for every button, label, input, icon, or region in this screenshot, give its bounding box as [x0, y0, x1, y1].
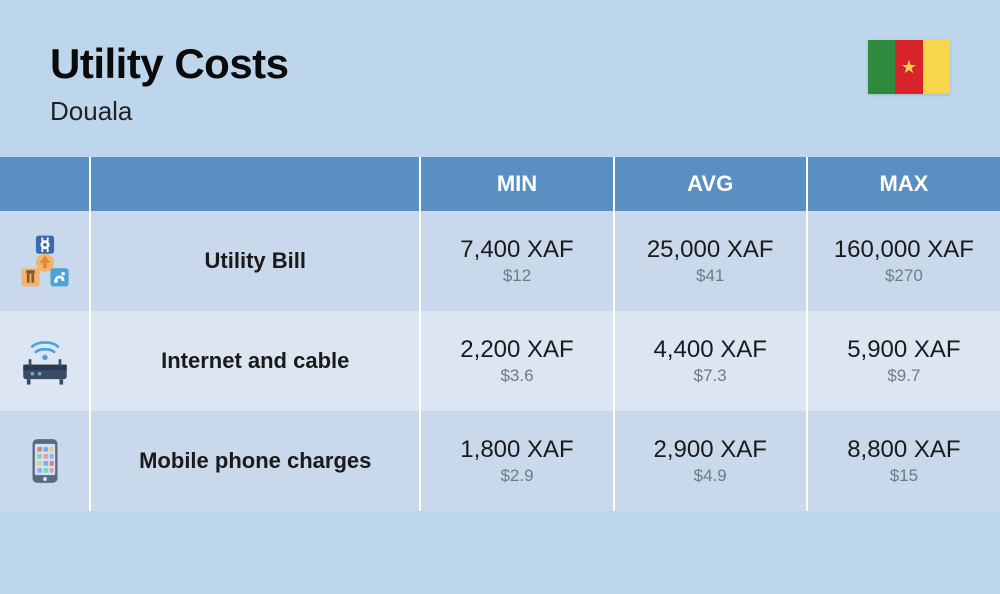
flag-stripe-green	[868, 40, 895, 94]
page-title: Utility Costs	[50, 40, 289, 88]
cell-icon	[0, 211, 90, 311]
cell-min: 7,400 XAF $12	[420, 211, 613, 311]
primary-value: 8,800 XAF	[818, 436, 990, 464]
flag-stripe-yellow	[923, 40, 950, 94]
cell-icon	[0, 311, 90, 411]
table-header-row: MIN AVG MAX	[0, 157, 1000, 211]
cell-max: 8,800 XAF $15	[807, 411, 1000, 511]
col-icon	[0, 157, 90, 211]
cell-min: 2,200 XAF $3.6	[420, 311, 613, 411]
primary-value: 2,200 XAF	[431, 336, 602, 364]
utility-costs-table: MIN AVG MAX Utility Bill7,400 XAF $1225,…	[0, 157, 1000, 511]
secondary-value: $41	[625, 266, 796, 286]
header-text: Utility Costs Douala	[50, 40, 289, 127]
secondary-value: $3.6	[431, 366, 602, 386]
col-max: MAX	[807, 157, 1000, 211]
header: Utility Costs Douala ★	[0, 0, 1000, 157]
secondary-value: $270	[818, 266, 990, 286]
primary-value: 25,000 XAF	[625, 236, 796, 264]
cell-icon	[0, 411, 90, 511]
utility-icon	[15, 231, 75, 291]
page: Utility Costs Douala ★ MIN AVG MAX	[0, 0, 1000, 594]
secondary-value: $15	[818, 466, 990, 486]
col-label	[90, 157, 420, 211]
secondary-value: $4.9	[625, 466, 796, 486]
flag-star-icon: ★	[901, 58, 917, 76]
cell-avg: 25,000 XAF $41	[614, 211, 807, 311]
table-body: Utility Bill7,400 XAF $1225,000 XAF $411…	[0, 211, 1000, 511]
primary-value: 1,800 XAF	[431, 436, 602, 464]
phone-icon	[15, 431, 75, 491]
cell-max: 160,000 XAF $270	[807, 211, 1000, 311]
col-avg: AVG	[614, 157, 807, 211]
cell-label: Mobile phone charges	[90, 411, 420, 511]
cameroon-flag-icon: ★	[868, 40, 950, 94]
cell-avg: 2,900 XAF $4.9	[614, 411, 807, 511]
col-min: MIN	[420, 157, 613, 211]
page-subtitle: Douala	[50, 96, 289, 127]
primary-value: 5,900 XAF	[818, 336, 990, 364]
primary-value: 7,400 XAF	[431, 236, 602, 264]
cell-avg: 4,400 XAF $7.3	[614, 311, 807, 411]
secondary-value: $7.3	[625, 366, 796, 386]
cell-label: Internet and cable	[90, 311, 420, 411]
cell-max: 5,900 XAF $9.7	[807, 311, 1000, 411]
row-label: Mobile phone charges	[139, 448, 371, 473]
table-row: Mobile phone charges1,800 XAF $2.92,900 …	[0, 411, 1000, 511]
secondary-value: $12	[431, 266, 602, 286]
secondary-value: $2.9	[431, 466, 602, 486]
table-row: Internet and cable2,200 XAF $3.64,400 XA…	[0, 311, 1000, 411]
primary-value: 160,000 XAF	[818, 236, 990, 264]
cell-min: 1,800 XAF $2.9	[420, 411, 613, 511]
row-label: Utility Bill	[205, 248, 306, 273]
cell-label: Utility Bill	[90, 211, 420, 311]
row-label: Internet and cable	[161, 348, 349, 373]
primary-value: 4,400 XAF	[625, 336, 796, 364]
router-icon	[15, 331, 75, 391]
primary-value: 2,900 XAF	[625, 436, 796, 464]
secondary-value: $9.7	[818, 366, 990, 386]
table-row: Utility Bill7,400 XAF $1225,000 XAF $411…	[0, 211, 1000, 311]
